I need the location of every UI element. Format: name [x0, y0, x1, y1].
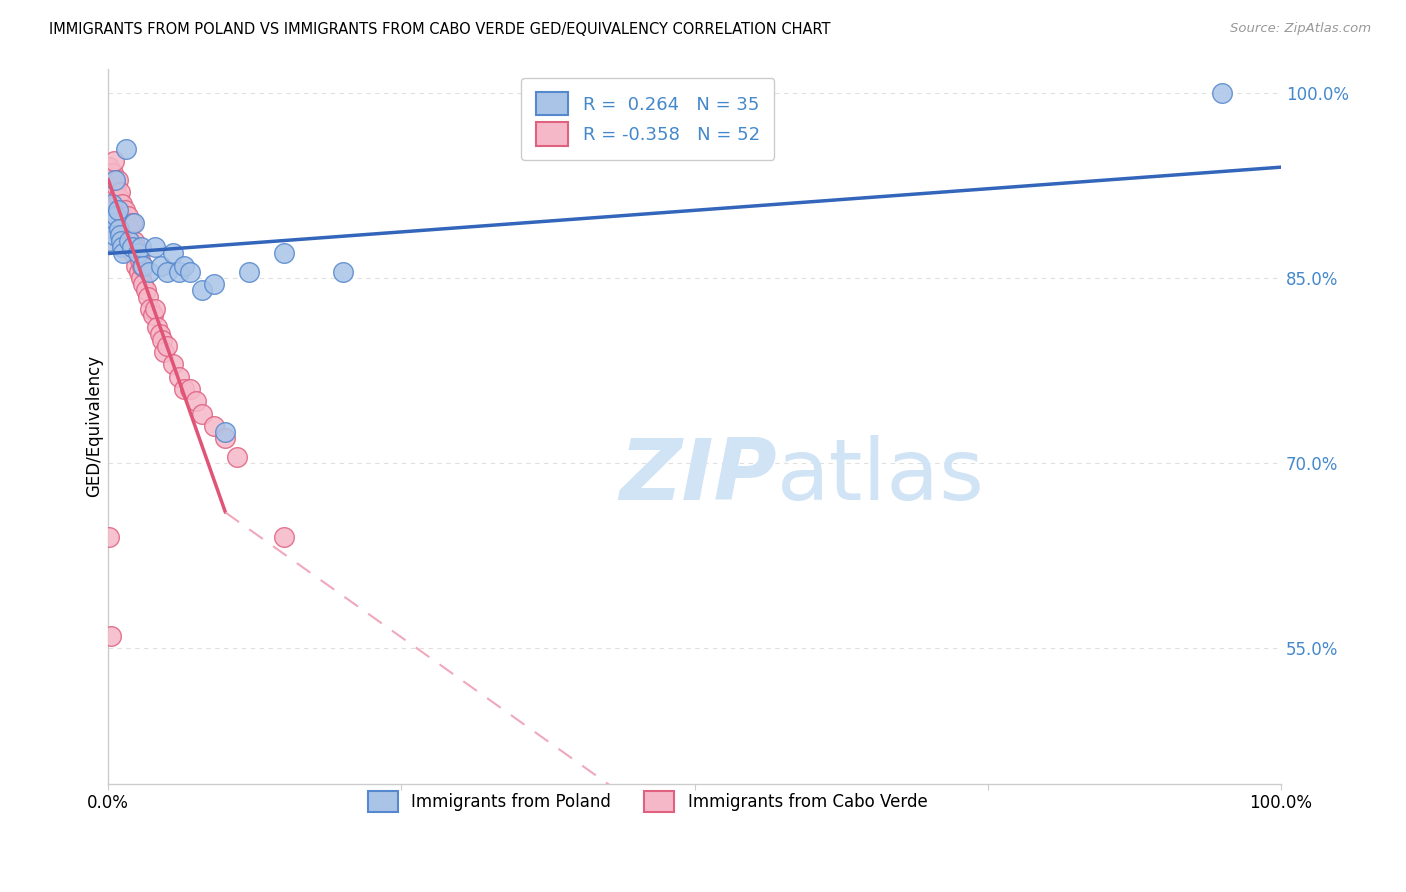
- Point: [98, 160, 121, 174]
- Point: [107, 191, 129, 205]
- Point: [146, 320, 169, 334]
- Text: ZIP: ZIP: [619, 434, 776, 517]
- Point: [162, 246, 184, 260]
- Point: [108, 185, 131, 199]
- Point: [238, 265, 260, 279]
- Point: [115, 216, 138, 230]
- Point: [112, 246, 135, 260]
- Point: [100, 172, 122, 186]
- Point: [1211, 86, 1233, 100]
- Point: [132, 277, 155, 292]
- Point: [143, 301, 166, 316]
- Point: [118, 222, 141, 236]
- Point: [202, 419, 225, 434]
- Point: [100, 185, 122, 199]
- Point: [120, 234, 142, 248]
- Point: [105, 210, 128, 224]
- Point: [110, 210, 132, 224]
- Point: [226, 450, 249, 464]
- Point: [100, 197, 122, 211]
- Point: [107, 172, 129, 186]
- Point: [111, 197, 134, 211]
- Point: [142, 308, 165, 322]
- Point: [162, 358, 184, 372]
- Point: [149, 259, 172, 273]
- Point: [125, 259, 148, 273]
- Point: [121, 240, 143, 254]
- Point: [214, 432, 236, 446]
- Point: [121, 246, 143, 260]
- Y-axis label: GED/Equivalency: GED/Equivalency: [86, 355, 103, 497]
- Point: [149, 326, 172, 341]
- Point: [98, 530, 121, 544]
- Point: [114, 142, 136, 156]
- Point: [150, 333, 173, 347]
- Point: [136, 290, 159, 304]
- Point: [128, 265, 150, 279]
- Point: [179, 265, 201, 279]
- Point: [332, 265, 354, 279]
- Point: [167, 265, 190, 279]
- Point: [143, 240, 166, 254]
- Point: [127, 246, 149, 260]
- Point: [114, 227, 136, 242]
- Point: [105, 178, 128, 193]
- Point: [214, 425, 236, 440]
- Point: [132, 259, 155, 273]
- Point: [124, 240, 146, 254]
- Point: [122, 234, 145, 248]
- Point: [118, 234, 141, 248]
- Text: Source: ZipAtlas.com: Source: ZipAtlas.com: [1230, 22, 1371, 36]
- Point: [104, 172, 127, 186]
- Point: [173, 382, 195, 396]
- Point: [127, 246, 149, 260]
- Point: [117, 210, 139, 224]
- Point: [103, 153, 125, 168]
- Point: [273, 246, 295, 260]
- Point: [129, 271, 152, 285]
- Point: [101, 166, 124, 180]
- Point: [186, 394, 208, 409]
- Point: [191, 407, 214, 421]
- Point: [138, 265, 160, 279]
- Point: [131, 259, 153, 273]
- Point: [135, 284, 157, 298]
- Point: [273, 530, 295, 544]
- Point: [139, 301, 162, 316]
- Point: [153, 345, 176, 359]
- Point: [202, 277, 225, 292]
- Point: [173, 259, 195, 273]
- Point: [103, 227, 125, 242]
- Point: [101, 216, 124, 230]
- Point: [108, 227, 131, 242]
- Point: [191, 284, 214, 298]
- Point: [121, 216, 143, 230]
- Point: [98, 234, 121, 248]
- Point: [167, 369, 190, 384]
- Point: [110, 234, 132, 248]
- Point: [111, 240, 134, 254]
- Point: [179, 382, 201, 396]
- Point: [104, 197, 127, 211]
- Point: [156, 265, 179, 279]
- Point: [100, 210, 122, 224]
- Point: [122, 216, 145, 230]
- Point: [156, 339, 179, 353]
- Text: IMMIGRANTS FROM POLAND VS IMMIGRANTS FROM CABO VERDE GED/EQUIVALENCY CORRELATION: IMMIGRANTS FROM POLAND VS IMMIGRANTS FRO…: [49, 22, 831, 37]
- Point: [107, 222, 129, 236]
- Point: [100, 629, 122, 643]
- Point: [112, 216, 135, 230]
- Point: [114, 203, 136, 218]
- Text: atlas: atlas: [776, 434, 984, 517]
- Point: [129, 240, 152, 254]
- Point: [128, 252, 150, 267]
- Point: [107, 203, 129, 218]
- Legend: Immigrants from Poland, Immigrants from Cabo Verde: Immigrants from Poland, Immigrants from …: [354, 778, 941, 825]
